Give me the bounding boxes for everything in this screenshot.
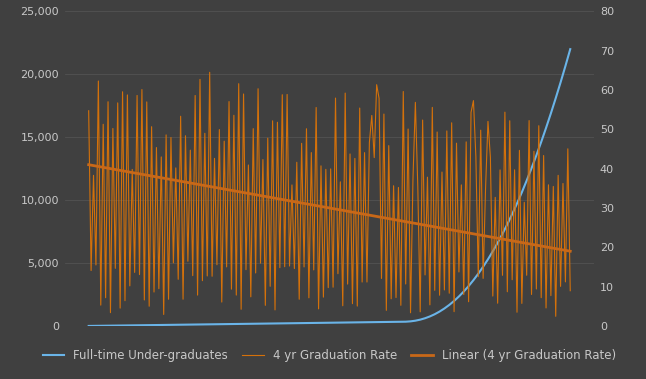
- 4 yr Graduation Rate: [528, 292, 536, 297]
- Full-time Under-graduates: [114, 323, 121, 328]
- Full-time Under-graduates: [213, 322, 221, 327]
- Full-time Under-graduates: [542, 126, 550, 130]
- Full-time Under-graduates: [104, 323, 112, 328]
- Linear (4 yr Graduation Rate): [174, 179, 182, 183]
- Full-time Under-graduates: [567, 47, 574, 52]
- 4 yr Graduation Rate: [567, 288, 574, 293]
- Full-time Under-graduates: [174, 323, 182, 327]
- 4 yr Graduation Rate: [545, 183, 552, 187]
- 4 yr Graduation Rate: [85, 108, 92, 113]
- 4 yr Graduation Rate: [114, 100, 121, 105]
- Full-time Under-graduates: [525, 172, 533, 177]
- Legend: Full-time Under-graduates, 4 yr Graduation Rate, Linear (4 yr Graduation Rate): Full-time Under-graduates, 4 yr Graduati…: [38, 345, 621, 367]
- Linear (4 yr Graduation Rate): [525, 241, 533, 246]
- Line: Linear (4 yr Graduation Rate): Linear (4 yr Graduation Rate): [89, 165, 570, 251]
- Linear (4 yr Graduation Rate): [567, 249, 574, 254]
- 4 yr Graduation Rate: [174, 277, 182, 282]
- 4 yr Graduation Rate: [552, 314, 559, 319]
- Full-time Under-graduates: [85, 324, 92, 328]
- Linear (4 yr Graduation Rate): [85, 163, 92, 167]
- Linear (4 yr Graduation Rate): [104, 166, 112, 171]
- Line: Full-time Under-graduates: Full-time Under-graduates: [89, 49, 570, 326]
- 4 yr Graduation Rate: [216, 127, 224, 132]
- 4 yr Graduation Rate: [206, 70, 214, 75]
- Linear (4 yr Graduation Rate): [213, 185, 221, 190]
- Line: 4 yr Graduation Rate: 4 yr Graduation Rate: [89, 72, 570, 316]
- Linear (4 yr Graduation Rate): [542, 244, 550, 249]
- Linear (4 yr Graduation Rate): [114, 168, 121, 172]
- 4 yr Graduation Rate: [104, 99, 112, 104]
